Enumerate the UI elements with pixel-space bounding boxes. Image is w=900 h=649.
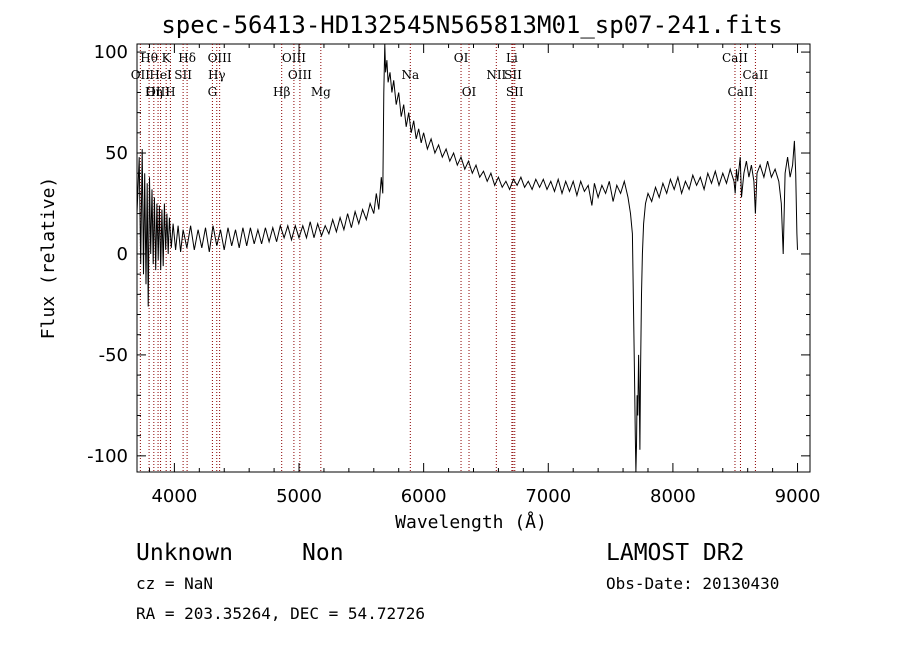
redshift-value: cz = NaN xyxy=(136,574,213,593)
x-tick-label: 8000 xyxy=(650,486,696,507)
spectral-line-label: SII xyxy=(506,85,524,99)
spectral-line-label: Hγ xyxy=(208,68,226,82)
spectral-line-label: CaII xyxy=(728,85,754,99)
object-class: Unknown xyxy=(136,540,233,566)
spectral-line-label: SII xyxy=(504,68,522,82)
spectral-line-label: CaII xyxy=(742,68,768,82)
spectral-line-label: OI xyxy=(462,85,477,99)
spectral-line-label: Hη xyxy=(145,85,163,99)
spectral-line-label: G xyxy=(208,85,218,99)
y-tick-label: -50 xyxy=(99,345,128,366)
x-tick-label: 7000 xyxy=(525,486,571,507)
spectral-line-label: CaII xyxy=(722,51,748,65)
y-tick-label: 50 xyxy=(105,143,128,164)
observation-date: Obs-Date: 20130430 xyxy=(606,574,779,593)
spectral-line-label: OIII xyxy=(208,51,232,65)
chart-title: spec-56413-HD132545N565813M01_sp07-241.f… xyxy=(161,11,782,39)
object-subclass: Non xyxy=(302,540,344,566)
coordinates: RA = 203.35264, DEC = 54.72726 xyxy=(136,604,425,623)
x-tick-label: 4000 xyxy=(151,486,197,507)
spectral-line-markers xyxy=(139,44,756,472)
x-tick-label: 5000 xyxy=(276,486,322,507)
spectral-line-label: Hθ xyxy=(140,51,158,65)
spectral-line-label: OIII xyxy=(146,85,170,99)
x-axis-label: Wavelength (Å) xyxy=(395,511,547,533)
spectral-line-label: Hδ xyxy=(178,51,196,65)
spectral-line-label: Hβ xyxy=(273,85,290,99)
spectral-line-label: Na xyxy=(401,68,419,82)
spectral-line-label: H xyxy=(165,85,175,99)
y-tick-label: 100 xyxy=(94,42,128,63)
spectral-line-label: OIII xyxy=(288,68,312,82)
x-tick-label: 6000 xyxy=(401,486,447,507)
spectral-line-label: Mg xyxy=(311,85,331,99)
spectral-line-label: OIII xyxy=(282,51,306,65)
y-axis-label: Flux (relative) xyxy=(38,177,59,340)
spectral-line-label: OI xyxy=(454,51,469,65)
x-tick-label: 9000 xyxy=(775,486,821,507)
spectral-line-label: HeI xyxy=(149,68,172,82)
spectral-line-label: NII xyxy=(486,68,506,82)
axis-ticks: 4000 5000 6000 7000 8000 9000 -100 -50 0 50 100 xyxy=(87,42,820,507)
y-tick-label: -100 xyxy=(87,446,128,467)
y-tick-label: 0 xyxy=(117,244,128,265)
survey-name: LAMOST DR2 xyxy=(606,540,744,566)
spectral-line-label: OII xyxy=(131,68,151,82)
spectral-line-label: SII xyxy=(174,68,192,82)
plot-frame xyxy=(136,43,811,473)
spectral-line-label: Li xyxy=(506,51,518,65)
spectrum-line xyxy=(136,43,798,473)
spectral-line-label: K xyxy=(162,51,172,65)
